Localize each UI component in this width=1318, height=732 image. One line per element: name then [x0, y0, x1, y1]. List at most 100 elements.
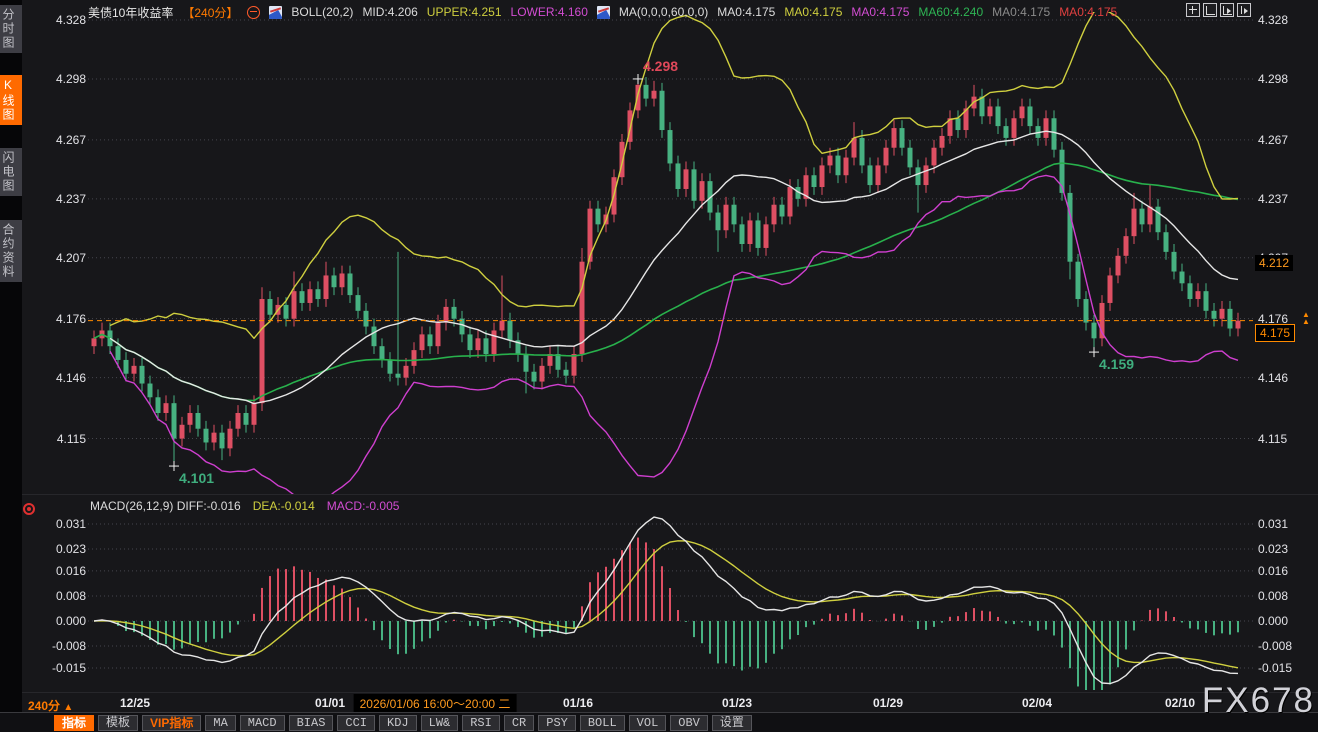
period-text: 240分 — [28, 699, 61, 713]
toolbar-button-4[interactable]: MACD — [239, 714, 285, 731]
indicator-value: MA0:4.175 — [1059, 5, 1118, 19]
price-tick-label: 4.267 — [1258, 133, 1289, 147]
indicator-header: 美债10年收益率 【240分】 BOLL(20,2) MID:4.206 UPPER… — [88, 3, 1117, 21]
fit-chart-icon[interactable] — [1203, 3, 1217, 17]
macd-tick-label: 0.016 — [1258, 564, 1289, 578]
period-up-arrow-icon: ▲ — [63, 702, 74, 713]
toolbar-button-9[interactable]: RSI — [462, 714, 500, 731]
crosshair-date-label: 2026/01/06 16:00～20:00 二 — [353, 694, 517, 713]
toolbar-button-11[interactable]: PSY — [538, 714, 576, 731]
toolbar-button-5[interactable]: BIAS — [288, 714, 334, 731]
macd-series — [93, 516, 1239, 690]
price-tick-label: 4.115 — [56, 432, 86, 446]
x-axis-label: 01/01 — [314, 696, 346, 710]
price-tick-label: 4.176 — [55, 312, 86, 326]
x-axis-label: 01/23 — [721, 696, 753, 710]
macd-tick-label: 0.023 — [55, 542, 86, 556]
macd-value: MACD:-0.005 — [326, 499, 400, 513]
sidebar-item-2[interactable]: 闪电图 — [0, 148, 22, 196]
indicator-value: MID:4.206 — [362, 5, 418, 19]
chart-type-sidebar: 分时图 K线图闪电图合约资料 — [0, 0, 22, 732]
svg-text:4.298: 4.298 — [643, 58, 678, 74]
panel-divider — [22, 494, 1318, 495]
overlay-lines — [93, 12, 1239, 494]
svg-text:4.159: 4.159 — [1099, 356, 1134, 372]
indicator-value: MA60:4.240 — [918, 5, 984, 19]
toolbar-button-3[interactable]: MA — [205, 714, 236, 731]
indicator-toolbar: 指标 模板 VIP指标 MA MACD BIAS CCI KDJ LW& RSI CR PSY BOLL… — [0, 712, 1318, 732]
macd-tick-label: -0.015 — [51, 661, 86, 675]
price-tick-label: 4.328 — [1258, 13, 1289, 27]
indicator-value: MA0:4.175 — [851, 5, 910, 19]
macd-tick-label: 0.031 — [1258, 517, 1289, 531]
svg-text:4.101: 4.101 — [179, 470, 214, 486]
sidebar-item-1[interactable]: K线图 — [0, 75, 22, 125]
macd-tick-label: -0.008 — [51, 639, 86, 653]
candlestick-series — [91, 76, 1241, 467]
last-price-label: 4.175 — [1255, 324, 1296, 342]
macd-tick-label: 0.023 — [1258, 542, 1289, 556]
toolbar-button-15[interactable]: 设置 — [711, 714, 752, 731]
watermark: FX678 — [1201, 681, 1315, 720]
x-axis-label: 01/16 — [562, 696, 594, 710]
toolbar-button-1[interactable]: 模板 — [98, 714, 139, 731]
macd-tick-label: 0.031 — [55, 517, 86, 531]
toolbar-button-14[interactable]: OBV — [670, 714, 708, 731]
x-axis-label: 12/25 — [119, 696, 151, 710]
indicator-value: MA(0,0,0,60,0,0) — [618, 5, 709, 19]
pan-right-icon[interactable] — [1237, 3, 1251, 17]
macd-tick-label: 0.016 — [55, 564, 86, 578]
price-tick-label: 4.115 — [1258, 432, 1288, 446]
price-tick-label: 4.207 — [55, 251, 86, 265]
period-indicator[interactable]: 240分 ▲ — [28, 697, 73, 714]
macd-tick-label: -0.015 — [1258, 661, 1293, 675]
price-tick-label: 4.176 — [1258, 312, 1289, 326]
indicator-values: BOLL(20,2) MID:4.206 UPPER:4.251 LOWER:4.16… — [269, 5, 1117, 19]
macd-tick-label: 0.000 — [1258, 614, 1289, 628]
toolbar-button-7[interactable]: KDJ — [379, 714, 417, 731]
price-tick-label: 4.146 — [55, 371, 86, 385]
price-up-arrow-icon: ▲ ▲ — [1302, 310, 1310, 326]
scale-x-icon[interactable] — [1220, 3, 1234, 17]
price-tick-label: 4.237 — [1258, 192, 1289, 206]
indicator-value: MA0:4.175 — [992, 5, 1051, 19]
price-annotations: 4.298 4.159 4.101 — [169, 58, 1134, 486]
macd-value: DEA:-0.014 — [252, 499, 315, 513]
price-tick-label: 4.328 — [55, 13, 86, 27]
toolbar-button-12[interactable]: BOLL — [579, 714, 625, 731]
indicator-value: UPPER:4.251 — [426, 5, 502, 19]
indicator-value: LOWER:4.160 — [510, 5, 588, 19]
chart-title: 美债10年收益率 — [88, 5, 174, 20]
price-tick-label: 4.237 — [55, 192, 86, 206]
price-tick-label: 4.267 — [55, 133, 86, 147]
price-tick-label: 4.146 — [1258, 371, 1289, 385]
toolbar-button-13[interactable]: VOL — [628, 714, 667, 731]
settings-circle-icon[interactable] — [247, 5, 261, 19]
chart-tool-buttons — [1186, 3, 1251, 17]
macd-tick-label: -0.008 — [1258, 639, 1293, 653]
axis-divider — [22, 692, 1318, 693]
indicator-value: MA0:4.175 — [717, 5, 776, 19]
sidebar-item-3[interactable]: 合约资料 — [0, 220, 22, 282]
indicator-dot-icon[interactable] — [23, 503, 35, 515]
period-tag: 【240分】 — [182, 5, 239, 20]
move-tool-icon[interactable] — [1186, 3, 1200, 17]
crosshair-price-label: 4.212 — [1255, 255, 1294, 271]
indicator-value: MA0:4.175 — [784, 5, 843, 19]
sidebar-item-0[interactable]: 分时图 — [0, 5, 22, 53]
x-axis-label: 02/04 — [1021, 696, 1053, 710]
indicator-value: BOLL(20,2) — [291, 5, 354, 19]
toolbar-button-10[interactable]: CR — [503, 714, 535, 731]
macd-value: MACD(26,12,9) DIFF:-0.016 — [90, 499, 241, 513]
x-axis-label: 02/10 — [1164, 696, 1196, 710]
price-tick-label: 4.298 — [55, 72, 86, 86]
toolbar-button-2[interactable]: VIP指标 — [142, 714, 202, 731]
macd-header: MACD(26,12,9) DIFF:-0.016 DEA:-0.014 MACD:… — [90, 499, 399, 513]
mini-chart-icon — [596, 5, 610, 19]
toolbar-button-0[interactable]: 指标 — [54, 714, 95, 731]
mini-chart-icon — [269, 5, 283, 19]
toolbar-button-6[interactable]: CCI — [337, 714, 376, 731]
toolbar-button-8[interactable]: LW& — [420, 714, 459, 731]
